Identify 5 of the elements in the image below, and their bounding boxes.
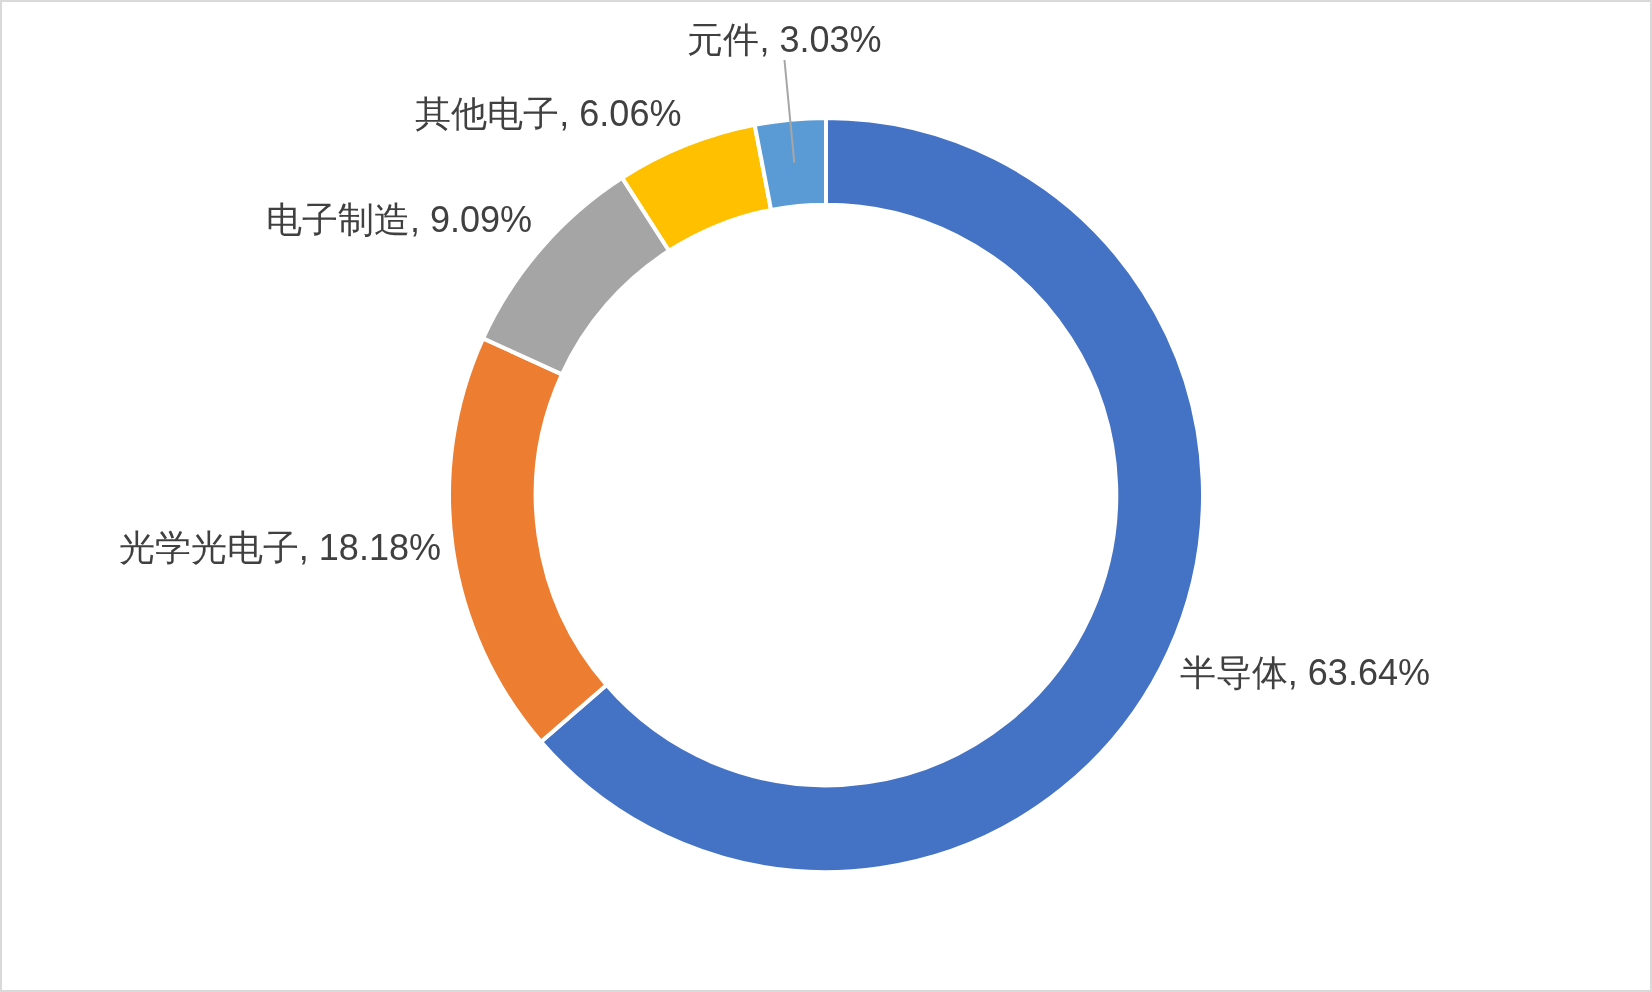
slice-label: 其他电子, 6.06%	[415, 92, 682, 134]
slice-label: 半导体, 63.64%	[1179, 651, 1430, 693]
slice-label: 元件, 3.03%	[687, 18, 882, 60]
slice-label: 电子制造, 9.09%	[265, 199, 533, 241]
slice-label: 光学光电子, 18.18%	[118, 527, 441, 569]
